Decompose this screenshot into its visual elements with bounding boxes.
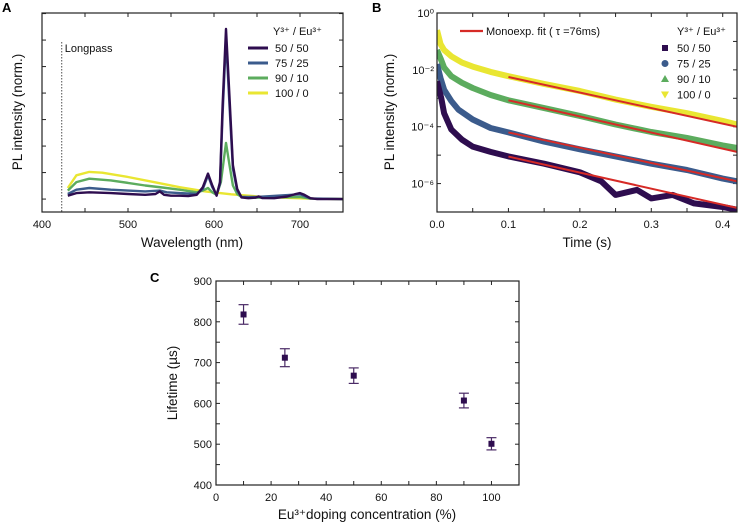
chart-c-x-tick-label: 60 [375,492,387,504]
chart-b-y-tick-label: 10⁰ [417,8,434,20]
chart-b-frame [436,12,738,213]
chart-c-y-tick-label: 800 [194,317,212,329]
chart-a-ylabel: PL intensity (norm.) [10,54,25,171]
chart-b-x-tick-label: 0.4 [715,219,730,231]
chart-b-x-tick-label: 0.3 [644,219,659,231]
fit-line [508,131,737,183]
triangle-down-marker-icon [661,91,669,99]
chart-b-y-tick-label: 10⁻⁶ [411,179,434,191]
spectrum-line [67,27,343,201]
legend-label: 75 / 25 [677,59,711,71]
panel-label-b: B [372,0,381,15]
data-point [488,440,495,447]
data-point [240,311,247,318]
chart-a-x-tick-label: 700 [291,219,309,231]
chart-c-x-tick-label: 100 [482,492,500,504]
chart-b-y-tick-label: 10⁻⁴ [411,122,434,134]
longpass-label: Longpass [65,43,113,55]
chart-a-xlabel: Wavelength (nm) [141,235,243,250]
chart-b-x-tick-label: 0.2 [572,219,587,231]
data-point [281,354,288,361]
legend-label: 75 / 25 [275,58,309,70]
chart-b-xlabel: Time (s) [563,235,612,250]
circle-marker-icon [661,60,669,67]
chart-c-y-tick-label: 500 [194,439,212,451]
chart-b-y-tick-label: 10⁻² [412,65,434,77]
panel-label-a: A [2,0,12,15]
fit-line [508,155,737,209]
chart-a-x-tick-label: 400 [33,219,51,231]
legend-label: 100 / 0 [677,90,711,102]
chart-c-ylabel: Lifetime (µs) [165,346,180,421]
square-marker-icon [662,45,668,51]
chart-a: 400 500 600 700 Longpass Y³⁺ / Eu³⁺ 50 / 50 75 … [33,12,344,231]
chart-a-x-tick-label: 500 [119,219,137,231]
data-point [350,372,357,379]
chart-b-ylabel: PL intensity (norm.) [382,54,397,171]
legend-label: 50 / 50 [677,43,711,55]
chart-c-x-tick-label: 0 [213,492,219,504]
chart-c-y-tick-label: 700 [194,358,212,370]
chart-c: 0 20 40 60 80 100 400 500 600 700 800 900 [194,276,520,504]
fit-legend-label: Monoexp. fit ( τ =76ms) [486,26,600,38]
chart-a-frame [41,12,344,213]
legend-label: 90 / 10 [275,73,309,85]
chart-c-y-tick-label: 600 [194,398,212,410]
data-point [460,397,467,404]
decay-trace [437,29,737,128]
chart-a-x-tick-label: 600 [205,219,223,231]
chart-c-x-tick-label: 20 [265,492,277,504]
chart-c-y-tick-label: 900 [194,276,212,288]
chart-b-x-tick-label: 0.1 [501,219,516,231]
chart-b-legend-title: Y³⁺ / Eu³⁺ [677,26,726,38]
chart-c-xlabel: Eu³⁺doping concentration (%) [278,507,456,522]
chart-a-legend-title: Y³⁺ / Eu³⁺ [273,26,322,38]
fit-line [508,76,737,128]
chart-b-x-tick-label: 0.0 [429,219,444,231]
legend-label: 50 / 50 [275,43,309,55]
legend-label: 100 / 0 [275,88,309,100]
chart-c-x-tick-label: 80 [430,492,442,504]
chart-c-frame [215,280,520,486]
legend-label: 90 / 10 [677,74,711,86]
panel-label-c: C [150,270,160,285]
fit-line [508,99,737,153]
chart-c-x-tick-label: 40 [320,492,332,504]
decay-trace [437,48,737,151]
triangle-up-marker-icon [661,75,669,82]
chart-b: 0.0 0.1 0.2 0.3 0.4 10⁰ 10⁻² 10⁻⁴ 10⁻⁶ Monoexp. f… [411,8,738,231]
chart-c-y-tick-label: 400 [194,480,212,492]
